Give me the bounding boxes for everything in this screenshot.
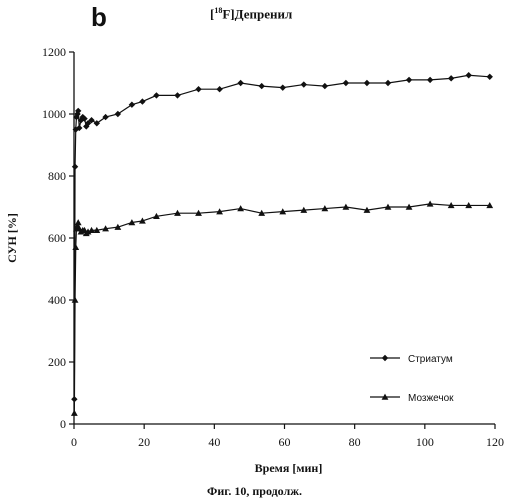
y-tick-label: 400 (48, 293, 66, 307)
triangle-point (75, 219, 82, 225)
panel-label: b (91, 2, 107, 33)
diamond-point (153, 92, 159, 98)
chart-title-rest: F]Депренил (222, 6, 292, 21)
legend-label-1: Стриатум (408, 354, 453, 365)
x-tick-label: 80 (349, 435, 361, 449)
triangle-point (71, 410, 78, 416)
y-tick-label: 200 (48, 355, 66, 369)
x-tick-label: 60 (279, 435, 291, 449)
y-tick-label: 1200 (42, 45, 66, 59)
triangle-point (237, 205, 244, 211)
y-tick-label: 600 (48, 231, 66, 245)
x-tick-label: 0 (71, 435, 77, 449)
diamond-point (385, 80, 391, 86)
diamond-point (301, 81, 307, 87)
diamond-point (115, 111, 121, 117)
diamond-point (465, 72, 471, 78)
diamond-point (487, 74, 493, 80)
diamond-point (174, 92, 180, 98)
x-tick-label: 100 (416, 435, 434, 449)
series-line-2 (74, 204, 489, 413)
x-axis-label: Время [мин] (255, 461, 323, 475)
x-tick-label: 40 (208, 435, 220, 449)
figure-caption: Фиг. 10, продолж. (0, 484, 509, 499)
diamond-point (129, 102, 135, 108)
diamond-point (427, 77, 433, 83)
y-tick-label: 800 (48, 169, 66, 183)
chart-title: [18F]Депренил (210, 6, 292, 22)
diamond-point (280, 84, 286, 90)
diamond-point (237, 80, 243, 86)
diamond-point (216, 86, 222, 92)
legend-marker-1 (382, 355, 388, 361)
diamond-point (258, 83, 264, 89)
diamond-point (195, 86, 201, 92)
y-axis-label: СУН [%] (5, 213, 19, 263)
diamond-point (322, 83, 328, 89)
diamond-point (364, 80, 370, 86)
y-tick-label: 1000 (42, 107, 66, 121)
series-line-1 (74, 75, 489, 399)
diamond-point (343, 80, 349, 86)
x-tick-label: 20 (138, 435, 150, 449)
y-tick-label: 0 (60, 417, 66, 431)
x-tick-label: 120 (486, 435, 504, 449)
legend-label-2: Мозжечок (408, 393, 454, 404)
diamond-point (139, 98, 145, 104)
diamond-point (406, 77, 412, 83)
diamond-point (448, 75, 454, 81)
diamond-point (72, 164, 78, 170)
